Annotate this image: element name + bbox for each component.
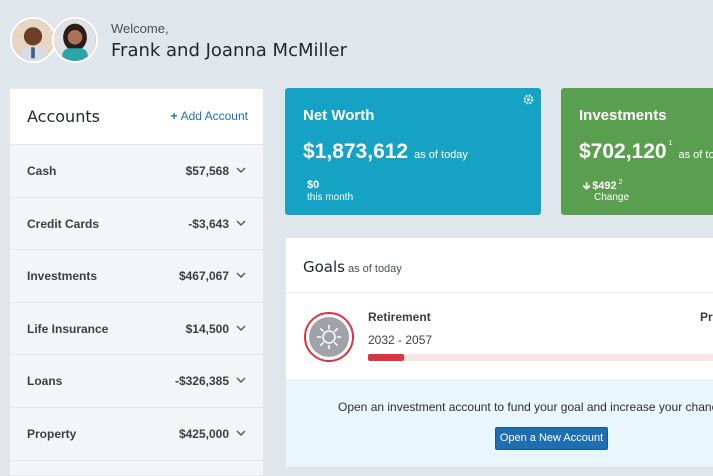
goals-panel: Goals as of today Retirement 2032 - 2057 … (285, 237, 713, 467)
investments-value-line: $702,120 1 as of to (579, 140, 713, 164)
arrow-down-icon: 🡳 (583, 181, 591, 192)
chevron-down-icon[interactable] (236, 375, 246, 385)
accounts-header: Accounts + Add Account (10, 89, 263, 145)
add-account-label: Add Account (180, 109, 248, 123)
account-amount: -$326,385 (174, 374, 229, 389)
retirement-goal-icon (304, 312, 354, 362)
welcome-text: Welcome, (111, 21, 169, 36)
goal-cta-banner: Open an investment account to fund your … (286, 379, 713, 467)
chevron-down-icon[interactable] (236, 165, 246, 175)
chevron-down-icon[interactable] (236, 270, 246, 280)
goals-header: Goals as of today (286, 238, 713, 293)
investments-card[interactable]: Investments $702,120 1 as of to 🡳 $492 2 Cha… (561, 88, 713, 215)
plus-icon: + (170, 109, 178, 123)
footnote-marker: 2 (618, 179, 623, 186)
account-row-life-insurance[interactable]: Life Insurance $14,500 (10, 303, 263, 356)
account-row-property[interactable]: Property $425,000 (10, 408, 263, 461)
chevron-down-icon[interactable] (236, 323, 246, 333)
chevron-down-icon[interactable] (236, 218, 246, 228)
net-worth-change-value: $0 (307, 179, 320, 191)
investments-change-label: Change (594, 192, 630, 203)
net-worth-card[interactable]: Net Worth $1,873,612 as of today $0 this … (285, 88, 541, 215)
goal-progress-fill (368, 354, 404, 361)
investments-title: Investments (579, 107, 667, 124)
header: Welcome, Frank and Joanna McMiller (0, 0, 713, 86)
account-row-investments[interactable]: Investments $467,067 (10, 250, 263, 303)
net-worth-value-line: $1,873,612 as of today (303, 140, 468, 164)
account-amount: $14,500 (185, 321, 229, 336)
account-amount: -$3,643 (188, 216, 229, 231)
avatar-man-image (12, 19, 54, 61)
investments-as-of: as of to (678, 149, 713, 161)
net-worth-change-label: this month (307, 192, 354, 203)
account-label: Cash (27, 164, 57, 178)
accounts-title: Accounts (27, 107, 100, 126)
account-row-loans[interactable]: Loans -$326,385 (10, 355, 263, 408)
sun-icon (316, 324, 342, 350)
goals-title: Goals (303, 258, 345, 276)
goal-progress-track (368, 354, 713, 361)
goals-title-line: Goals as of today (303, 258, 402, 276)
account-row-cash[interactable]: Cash $57,568 (10, 145, 263, 198)
account-label: Life Insurance (27, 321, 109, 336)
user-names: Frank and Joanna McMiller (111, 40, 347, 61)
accounts-panel: Accounts + Add Account Cash $57,568 Credi… (9, 88, 264, 476)
account-row-credit-cards[interactable]: Credit Cards -$3,643 (10, 198, 263, 251)
goals-as-of: as of today (347, 263, 402, 275)
investments-change-value: $492 (592, 180, 617, 192)
goal-progress-label: Pr (700, 310, 713, 324)
footnote-marker: 1 (668, 140, 673, 147)
investments-value: $702,120 (579, 140, 667, 163)
account-amount: $57,568 (185, 164, 229, 178)
account-amount: $425,000 (178, 426, 229, 441)
account-label: Credit Cards (27, 216, 100, 231)
goal-cta-text: Open an investment account to fund your … (338, 400, 713, 414)
goal-row-retirement[interactable]: Retirement 2032 - 2057 Pr (286, 293, 713, 378)
add-account-button[interactable]: + Add Account (171, 109, 248, 123)
avatar (10, 17, 56, 63)
avatar-woman-image (54, 19, 96, 61)
account-amount: $467,067 (178, 269, 229, 284)
account-label: Loans (27, 374, 63, 389)
account-label: Property (27, 426, 77, 441)
avatar (52, 17, 98, 63)
net-worth-title: Net Worth (303, 107, 375, 124)
goal-years: 2032 - 2057 (368, 333, 433, 347)
chevron-down-icon[interactable] (236, 428, 246, 438)
account-label: Investments (27, 269, 98, 284)
net-worth-value: $1,873,612 (303, 140, 409, 163)
net-worth-as-of: as of today (414, 149, 468, 161)
goal-name: Retirement (368, 310, 431, 324)
gear-icon[interactable] (523, 94, 534, 105)
investments-change-line: 🡳 $492 2 (583, 179, 623, 196)
open-new-account-button[interactable]: Open a New Account (495, 427, 608, 450)
